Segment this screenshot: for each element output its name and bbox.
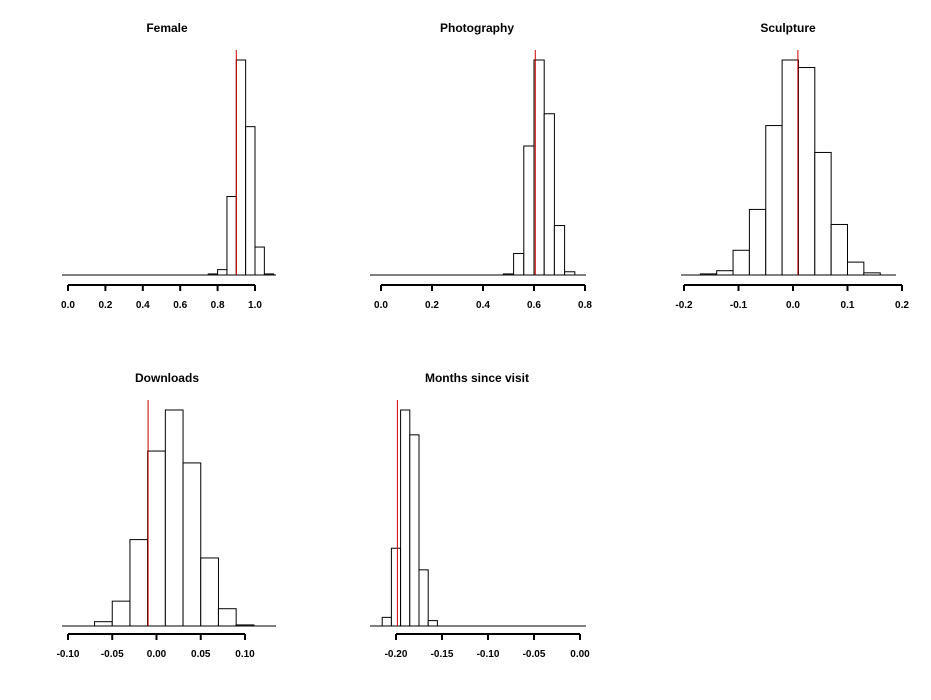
histogram-bar bbox=[182, 462, 202, 627]
histogram-bar bbox=[129, 539, 149, 627]
histogram-bar bbox=[748, 208, 767, 276]
x-tick-label: 1.0 bbox=[248, 300, 262, 311]
x-tick-label: 0.05 bbox=[191, 649, 211, 660]
histogram-bar bbox=[830, 223, 849, 276]
x-tick-label: 0.0 bbox=[374, 300, 388, 311]
histogram-panel-1: Female 0.0 0.2 0.4 0.6 0.8 1.0 bbox=[61, 21, 276, 311]
x-tick-label: -0.05 bbox=[523, 649, 546, 660]
histogram-bar bbox=[390, 547, 402, 627]
panel-title: Months since visit bbox=[425, 371, 529, 385]
histogram-bar bbox=[245, 126, 256, 276]
histogram-bar bbox=[523, 145, 535, 276]
histogram-bar bbox=[781, 59, 799, 276]
x-tick-label: -0.10 bbox=[477, 649, 500, 660]
histogram-bar bbox=[847, 261, 865, 276]
x-tick-label: -0.2 bbox=[675, 300, 693, 311]
histogram-bar bbox=[147, 450, 166, 627]
histogram-bar bbox=[409, 434, 420, 627]
histogram-bar bbox=[94, 621, 113, 627]
histogram-panel-4: Downloads -0.10 -0.05 0.00 0.05 0.10 bbox=[57, 371, 276, 660]
histogram-bar bbox=[564, 271, 576, 276]
histogram-bar bbox=[111, 600, 131, 627]
x-tick-label: 0.1 bbox=[841, 300, 855, 311]
x-tick-label: 0.0 bbox=[786, 300, 800, 311]
x-tick-label: 0.4 bbox=[136, 300, 150, 311]
histogram-bar bbox=[381, 616, 392, 627]
histogram-bar bbox=[732, 249, 750, 276]
x-tick-label: -0.1 bbox=[730, 300, 748, 311]
x-tick-label: 0.8 bbox=[211, 300, 225, 311]
histogram-bar bbox=[207, 273, 219, 276]
x-tick-label: -0.15 bbox=[431, 649, 454, 660]
histogram-bar bbox=[765, 125, 783, 276]
x-tick-label: 0.00 bbox=[147, 649, 167, 660]
histogram-bar bbox=[863, 272, 881, 276]
histogram-bar bbox=[797, 67, 816, 276]
x-tick-label: 0.6 bbox=[527, 300, 541, 311]
histogram-bar bbox=[553, 225, 566, 276]
histogram-bar bbox=[263, 273, 275, 276]
x-tick-label: 0.4 bbox=[476, 300, 490, 311]
x-tick-label: 0.10 bbox=[235, 649, 255, 660]
histogram-panel-5: Months since visit -0.20 -0.15 -0.10 -0.05 0.… bbox=[370, 371, 590, 660]
histogram-bar bbox=[254, 246, 265, 276]
x-tick-label: 0.2 bbox=[895, 300, 909, 311]
x-tick-label: -0.05 bbox=[101, 649, 124, 660]
x-tick-label: 0.6 bbox=[173, 300, 187, 311]
histogram-bar bbox=[400, 409, 411, 627]
histogram-bar bbox=[502, 273, 515, 276]
histogram-bar bbox=[164, 409, 184, 627]
histogram-bar bbox=[814, 151, 832, 276]
panel-title: Female bbox=[146, 21, 188, 35]
histogram-bar bbox=[699, 273, 718, 276]
histogram-bar bbox=[418, 569, 429, 627]
x-tick-label: 0.2 bbox=[98, 300, 112, 311]
panel-title: Sculpture bbox=[760, 21, 816, 35]
histogram-bar bbox=[716, 270, 734, 276]
x-tick-label: -0.20 bbox=[385, 649, 408, 660]
histogram-bar bbox=[217, 269, 228, 276]
histogram-bar bbox=[543, 113, 555, 276]
panel-title: Photography bbox=[440, 21, 514, 35]
histogram-bar bbox=[200, 557, 219, 627]
x-tick-label: 0.0 bbox=[61, 300, 75, 311]
histogram-bar bbox=[427, 620, 438, 627]
histogram-bar bbox=[235, 624, 255, 627]
histogram-bar bbox=[235, 59, 247, 276]
histogram-bar bbox=[513, 253, 525, 276]
x-tick-label: -0.10 bbox=[57, 649, 80, 660]
histogram-panel-3: Sculpture -0.2 -0.1 0.0 0.1 0.2 bbox=[675, 21, 909, 311]
histogram-bar bbox=[226, 196, 237, 276]
x-tick-label: 0.00 bbox=[570, 649, 590, 660]
panel-title: Downloads bbox=[135, 371, 199, 385]
histogram-panel-2: Photography 0.0 0.2 0.4 0.6 0.8 bbox=[370, 21, 592, 311]
histogram-bar bbox=[217, 608, 237, 627]
x-tick-label: 0.2 bbox=[425, 300, 439, 311]
x-tick-label: 0.8 bbox=[578, 300, 592, 311]
